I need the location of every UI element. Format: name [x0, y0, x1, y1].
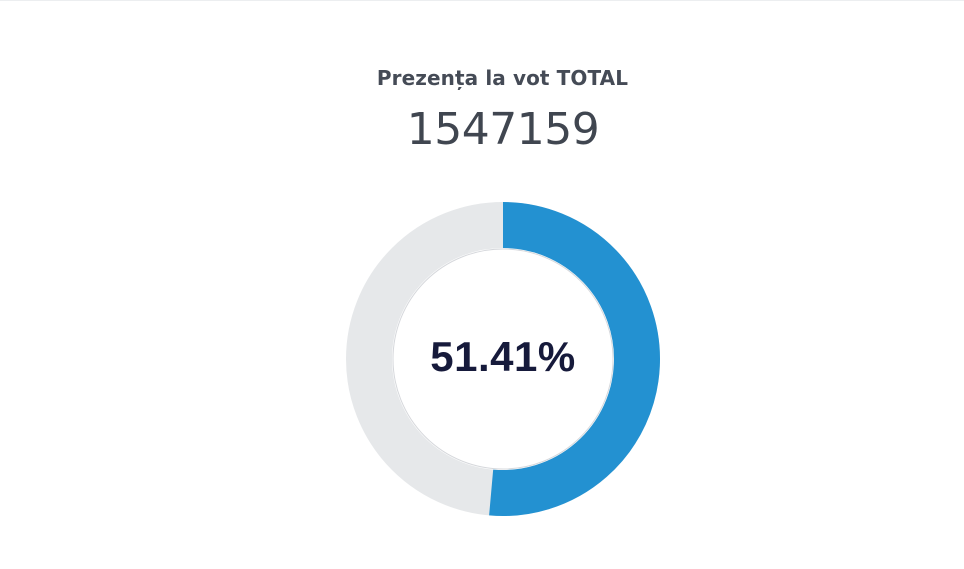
chart-title: Prezența la vot TOTAL — [376, 66, 629, 90]
donut-svg — [346, 202, 660, 516]
donut-turnout-slice — [489, 202, 660, 516]
top-divider — [0, 0, 964, 1]
total-voter-count: 1547159 — [406, 104, 600, 155]
turnout-percentage: 51.41% — [430, 333, 576, 380]
turnout-donut-chart — [342, 198, 664, 520]
donut-inner-outline — [392, 248, 614, 470]
